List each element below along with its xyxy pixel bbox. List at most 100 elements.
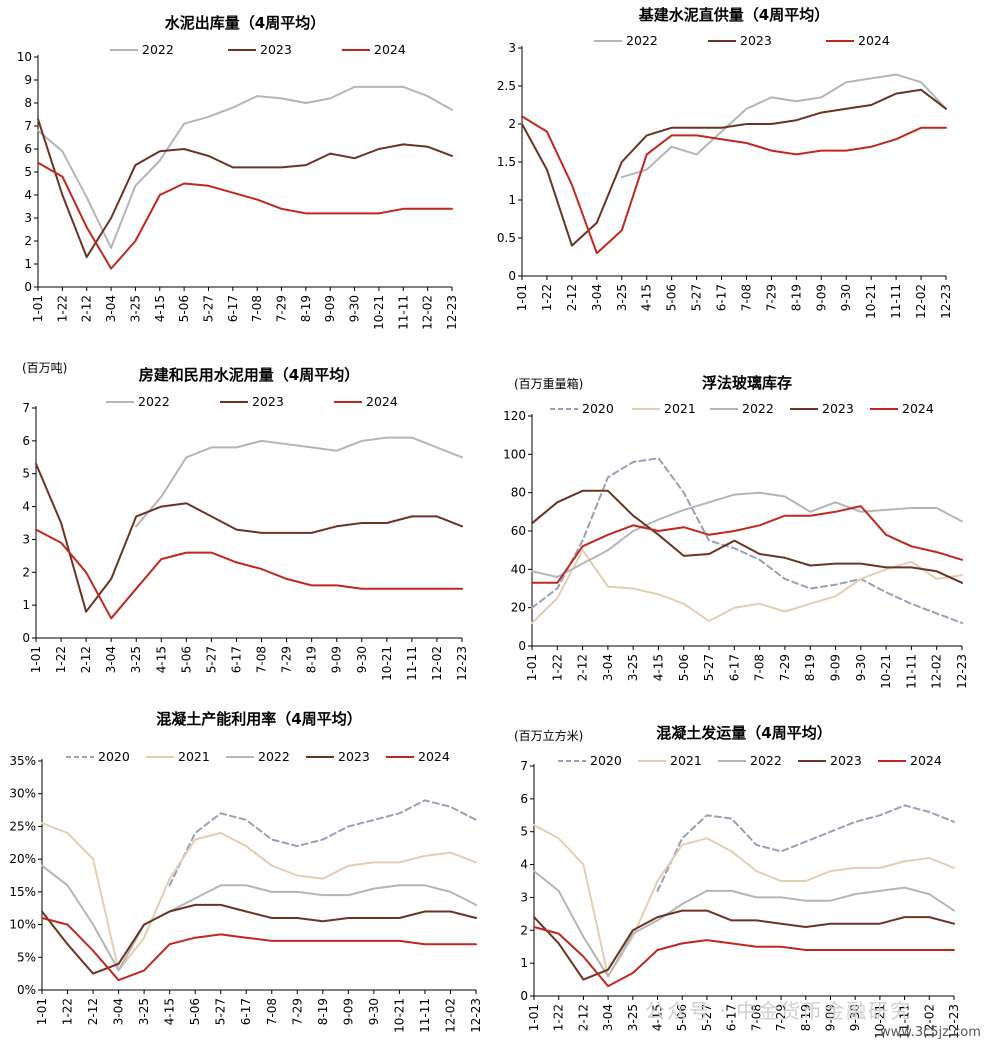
series-line-2020 xyxy=(531,457,963,624)
legend-label-2023: 2023 xyxy=(252,394,284,409)
x-tick-label: 10-21 xyxy=(380,646,394,681)
x-tick-label: 12-23 xyxy=(445,295,459,330)
series-line-2022 xyxy=(37,85,453,249)
series-line-2020 xyxy=(168,799,477,887)
y-tick-label: 0 xyxy=(520,989,528,1003)
x-tick-label: 1-01 xyxy=(35,998,49,1025)
watermark-site: www.3c5jz.com xyxy=(880,1025,981,1040)
x-tick-label: 7-29 xyxy=(280,646,294,673)
x-tick-label: 7-29 xyxy=(774,1004,788,1031)
x-tick-label: 12-02 xyxy=(421,295,435,330)
legend-label-2021: 2021 xyxy=(670,753,702,768)
x-tick-label: 3-25 xyxy=(128,295,142,322)
y-tick-label: 7 xyxy=(22,401,30,415)
legend-label-2020: 2020 xyxy=(590,753,622,768)
x-tick-label: 10-21 xyxy=(873,1004,887,1039)
legend-label-2022: 2022 xyxy=(142,42,174,57)
chart-title: 基建水泥直供量（4周平均） xyxy=(638,6,829,24)
x-tick-label: 11-11 xyxy=(418,998,432,1033)
x-tick-label: 12-02 xyxy=(930,654,944,689)
x-tick-label: 11-11 xyxy=(898,1004,912,1039)
series-line-2020 xyxy=(656,804,955,892)
y-tick-label: 40 xyxy=(511,562,526,576)
legend-label-2024: 2024 xyxy=(418,749,450,764)
series-line-2021 xyxy=(531,549,963,624)
x-tick-label: 11-11 xyxy=(904,654,918,689)
y-tick-label: 30% xyxy=(9,787,36,801)
y-tick-label: 7 xyxy=(520,759,528,773)
x-tick-label: 2-12 xyxy=(86,998,100,1025)
x-tick-label: 7-08 xyxy=(739,284,753,311)
x-tick-label: 5-27 xyxy=(204,646,218,673)
y-unit-label: (百万重量箱) xyxy=(514,376,583,391)
x-tick-label: 1-01 xyxy=(515,284,529,311)
legend-label-2021: 2021 xyxy=(664,401,696,416)
legend-label-2024: 2024 xyxy=(910,753,942,768)
x-tick-label: 12-02 xyxy=(922,1004,936,1039)
series-line-2024 xyxy=(37,161,453,270)
chart-svg: 浮法玻璃库存 (百万重量箱) 0 20 40 60 80 100 120 1-01 1-22 2-12… xyxy=(503,374,969,689)
chart-concrete-shipments: 混凝土发运量（4周平均） (百万立方米) 0 1 2 3 4 5 6 7 1-01 1-22 2-12 3… xyxy=(492,718,982,1048)
x-tick-label: 2-12 xyxy=(80,295,94,322)
legend-label-2024: 2024 xyxy=(858,33,890,48)
legend-label-2024: 2024 xyxy=(374,42,406,57)
x-tick-label: 7-08 xyxy=(749,1004,763,1031)
x-tick-label: 7-08 xyxy=(753,654,767,681)
chart-concrete-utilization: 混凝土产能利用率（4周平均） 0% 5% 10% 15% 20% 25% 30% 35% 1-01… xyxy=(0,704,490,1048)
x-tick-label: 10-21 xyxy=(879,654,893,689)
y-tick-label: 0 xyxy=(22,631,30,645)
chart-title: 混凝土产能利用率（4周平均） xyxy=(156,710,361,728)
x-tick-label: 5-27 xyxy=(702,654,716,681)
x-tick-label: 9-09 xyxy=(814,284,828,311)
x-tick-label: 7-29 xyxy=(778,654,792,681)
x-tick-label: 9-30 xyxy=(848,1004,862,1031)
x-tick-label: 7-29 xyxy=(764,284,778,311)
x-tick-label: 8-19 xyxy=(799,1004,813,1031)
x-tick-label: 12-23 xyxy=(947,1004,961,1039)
series-line-2023 xyxy=(35,462,463,613)
y-tick-label: 3 xyxy=(508,41,516,55)
y-tick-label: 2 xyxy=(508,117,516,131)
y-tick-label: 0 xyxy=(24,280,32,294)
y-tick-label: 20% xyxy=(9,852,36,866)
series-line-2022 xyxy=(135,436,463,528)
chart-title: 水泥出库量（4周平均） xyxy=(165,14,325,32)
x-tick-label: 7-29 xyxy=(290,998,304,1025)
y-tick-label: 2 xyxy=(24,234,32,248)
x-tick-label: 9-09 xyxy=(323,295,337,322)
x-tick-label: 5-27 xyxy=(214,998,228,1025)
y-tick-label: 60 xyxy=(511,524,526,538)
x-tick-label: 12-23 xyxy=(939,284,953,319)
y-tick-label: 4 xyxy=(24,188,32,202)
x-tick-label: 1-22 xyxy=(55,295,69,322)
x-tick-label: 8-19 xyxy=(789,284,803,311)
y-tick-label: 15% xyxy=(9,885,36,899)
x-tick-label: 8-19 xyxy=(299,295,313,322)
legend-label-2023: 2023 xyxy=(338,749,370,764)
x-tick-label: 4-15 xyxy=(163,998,177,1025)
x-tick-label: 8-19 xyxy=(316,998,330,1025)
y-tick-label: 3 xyxy=(24,211,32,225)
chart-cement-outflow: 水泥出库量（4周平均） 0 1 2 3 4 5 6 7 8 9 10 1-01 1-22 2-12 3-04 3… xyxy=(0,0,490,350)
y-tick-label: 2.5 xyxy=(497,79,516,93)
legend-label-2023: 2023 xyxy=(822,401,854,416)
x-tick-label: 12-02 xyxy=(443,998,457,1033)
y-tick-label: 4 xyxy=(520,858,528,872)
legend-label-2020: 2020 xyxy=(582,401,614,416)
x-tick-label: 3-04 xyxy=(601,654,615,681)
y-tick-label: 0% xyxy=(17,983,36,997)
x-tick-label: 5-06 xyxy=(179,646,193,673)
chart-svg: 混凝土发运量（4周平均） (百万立方米) 0 1 2 3 4 5 6 7 1-01 1-22 2-12 3… xyxy=(514,724,961,1039)
x-tick-label: 7-08 xyxy=(255,646,269,673)
y-tick-label: 1 xyxy=(520,956,528,970)
x-tick-label: 9-30 xyxy=(348,295,362,322)
x-tick-label: 5-06 xyxy=(675,1004,689,1031)
y-tick-label: 6 xyxy=(22,434,30,448)
series-line-2023 xyxy=(41,903,477,975)
y-tick-label: 6 xyxy=(520,792,528,806)
y-tick-label: 5 xyxy=(520,825,528,839)
legend-label-2022: 2022 xyxy=(138,394,170,409)
x-tick-label: 11-11 xyxy=(405,646,419,681)
x-tick-label: 9-09 xyxy=(829,654,843,681)
x-tick-label: 5-27 xyxy=(201,295,215,322)
